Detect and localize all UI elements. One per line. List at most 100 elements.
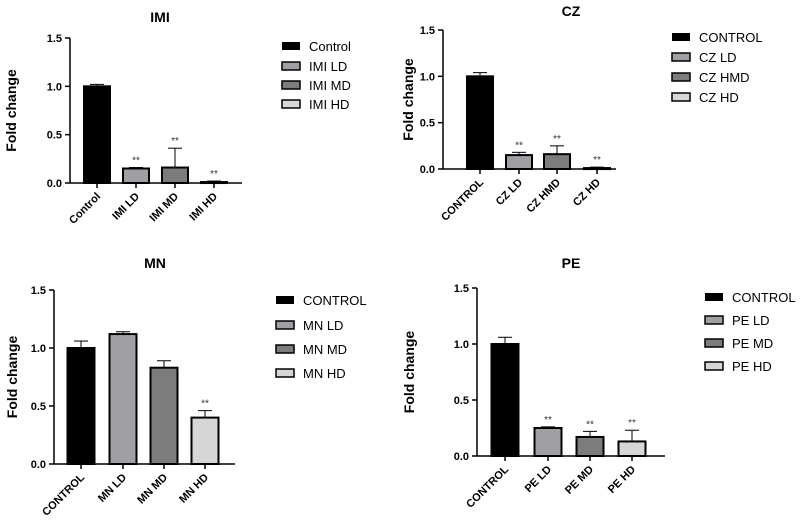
x-tick-label: Control: [67, 191, 103, 227]
legend-swatch: [275, 368, 295, 378]
legend-label: CZ HMD: [699, 70, 750, 85]
legend-swatch: [704, 361, 724, 371]
bar-pe-md: [575, 435, 605, 457]
y-tick-label: 1.5: [454, 283, 469, 295]
chart-cz: CZ Fold change 0.0 0.5 1.0 1.5 CONTROL ** CZ LD *…: [400, 3, 763, 224]
x-tick-label: CONTROL: [439, 176, 486, 223]
significance-label: **: [628, 418, 636, 429]
significance-label: **: [515, 140, 523, 151]
legend: CONTROL PE LD PE MD PE HD: [704, 290, 796, 374]
x-tick-label: CZ LD: [494, 177, 525, 208]
bar-cz-hmd: [543, 153, 571, 171]
x-tick-label: PE HD: [606, 464, 638, 496]
legend-label: PE LD: [732, 313, 770, 328]
bar-pe-ld: [533, 427, 563, 457]
y-axis-label: Fold change: [400, 58, 416, 141]
bar-control: [83, 85, 111, 184]
y-tick-label: 0.5: [47, 130, 62, 142]
x-tick-label: CONTROL: [40, 471, 87, 518]
bar-control: [466, 75, 494, 170]
bar-mn-hd: [190, 416, 220, 466]
legend-label: CONTROL: [732, 290, 796, 305]
legend-swatch: [704, 338, 724, 348]
legend-label: CONTROL: [699, 30, 763, 45]
legend-swatch: [704, 315, 724, 325]
legend: CONTROL CZ LD CZ HMD CZ HD: [671, 30, 763, 105]
legend-swatch: [281, 80, 301, 90]
x-tick-label: IMI MD: [148, 191, 182, 225]
x-tick-label: MN LD: [96, 472, 129, 505]
legend-label: MN LD: [303, 318, 343, 333]
legend-label: CONTROL: [303, 293, 367, 308]
y-axis-label: Fold change: [4, 336, 20, 419]
y-tick-label: 0.0: [454, 451, 469, 463]
legend-label: CZ LD: [699, 50, 737, 65]
legend-label: Control: [309, 39, 351, 54]
legend-label: CZ HD: [699, 90, 739, 105]
legend-swatch: [672, 33, 690, 41]
bar-control: [490, 343, 520, 457]
y-tick-label: 0.0: [31, 459, 46, 471]
y-tick-label: 0.0: [47, 178, 62, 190]
legend-label: IMI HD: [309, 97, 349, 112]
chart-title: CZ: [562, 3, 581, 19]
legend-swatch: [275, 344, 295, 354]
x-tick-label: CONTROL: [464, 463, 511, 510]
bar-control: [66, 347, 96, 465]
y-tick-label: 1.5: [420, 25, 435, 37]
legend-label: IMI MD: [309, 78, 351, 93]
y-tick-label: 1.0: [31, 343, 46, 355]
significance-label: **: [586, 419, 594, 430]
legend-label: IMI LD: [309, 59, 347, 74]
significance-label: **: [171, 136, 179, 147]
x-tick-label: PE MD: [563, 464, 596, 497]
bar-imi-hd: [200, 181, 228, 185]
bar-imi-ld: [122, 167, 150, 184]
chart-title: PE: [562, 255, 581, 271]
y-axis-label: Fold change: [401, 331, 417, 414]
y-tick-label: 1.0: [47, 81, 62, 93]
x-tick-label: CZ HMD: [524, 177, 563, 216]
y-tick-label: 1.5: [31, 285, 46, 297]
legend-label: MN HD: [303, 366, 346, 381]
bar-mn-ld: [108, 333, 138, 465]
legend-label: PE HD: [732, 359, 772, 374]
legend-swatch: [281, 99, 301, 109]
chart-title: IMI: [150, 9, 169, 25]
significance-label: **: [201, 399, 209, 410]
legend-label: MN MD: [303, 342, 347, 357]
y-tick-label: 1.5: [47, 33, 62, 45]
bar-mn-md: [149, 366, 179, 465]
chart-pe: PE Fold change 0.0 0.5 1.0 1.5 CONTROL ** PE LD *…: [401, 255, 796, 511]
bar-cz-hd: [583, 167, 611, 171]
x-tick-label: MN MD: [135, 472, 170, 507]
bar-pe-hd: [617, 440, 647, 458]
legend: CONTROL MN LD MN MD MN HD: [275, 293, 367, 381]
x-tick-label: CZ HD: [571, 177, 603, 209]
significance-label: **: [593, 155, 601, 166]
bar-imi-md: [161, 166, 189, 185]
legend-swatch: [705, 293, 723, 301]
legend-swatch: [671, 52, 691, 62]
significance-label: **: [210, 169, 218, 180]
significance-label: **: [544, 415, 552, 426]
y-axis-label: Fold change: [3, 69, 19, 152]
x-tick-label: MN HD: [177, 472, 211, 506]
legend-swatch: [671, 92, 691, 102]
x-tick-label: IMI LD: [110, 191, 142, 223]
y-tick-label: 1.0: [420, 71, 435, 83]
legend-label: PE MD: [732, 336, 773, 351]
x-tick-label: IMI HD: [187, 191, 220, 224]
y-tick-label: 1.0: [454, 339, 469, 351]
legend-swatch: [276, 296, 294, 304]
significance-label: **: [553, 134, 561, 145]
chart-title: MN: [144, 255, 166, 271]
legend: Control IMI LD IMI MD IMI HD: [281, 39, 351, 112]
y-tick-label: 0.0: [420, 164, 435, 176]
bar-cz-ld: [505, 154, 533, 171]
chart-imi: IMI Fold change 0.0 0.5 1.0 1.5 Control ** IMI L…: [3, 9, 351, 227]
y-tick-label: 0.5: [454, 395, 469, 407]
legend-swatch: [281, 61, 301, 71]
